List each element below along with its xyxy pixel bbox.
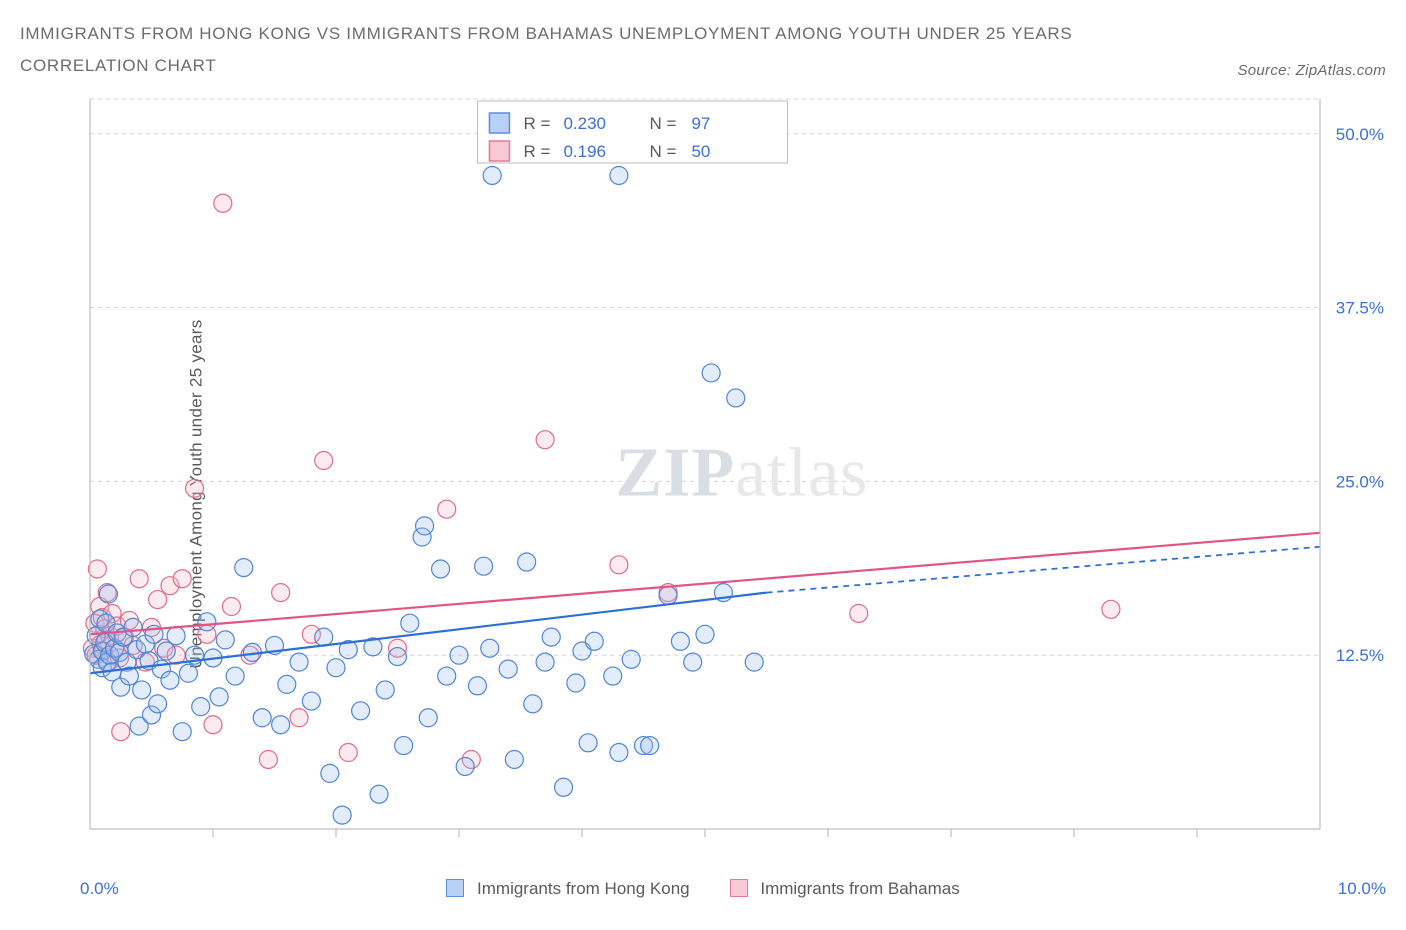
- svg-text:N =: N =: [649, 142, 676, 161]
- svg-text:ZIPatlas: ZIPatlas: [615, 434, 868, 511]
- svg-text:50: 50: [691, 142, 710, 161]
- title-line-1: IMMIGRANTS FROM HONG KONG VS IMMIGRANTS …: [20, 18, 1072, 50]
- title-block: IMMIGRANTS FROM HONG KONG VS IMMIGRANTS …: [20, 18, 1072, 83]
- legend-correlation: R = 0.230 N = 97 R = 0.196 N = 50: [477, 101, 787, 163]
- legend-label-bahamas: Immigrants from Bahamas: [760, 879, 959, 898]
- svg-text:25.0%: 25.0%: [1336, 472, 1384, 491]
- legend-series: Immigrants from Hong Kong Immigrants fro…: [20, 879, 1386, 899]
- legend-item-hongkong: Immigrants from Hong Kong: [446, 879, 689, 899]
- legend-item-bahamas: Immigrants from Bahamas: [730, 879, 960, 899]
- svg-text:0.230: 0.230: [563, 114, 606, 133]
- title-line-2: CORRELATION CHART: [20, 50, 1072, 82]
- svg-text:0.196: 0.196: [563, 142, 606, 161]
- chart-header: IMMIGRANTS FROM HONG KONG VS IMMIGRANTS …: [20, 18, 1386, 83]
- watermark: ZIPatlas: [615, 434, 868, 511]
- legend-swatch-hongkong: [446, 879, 464, 897]
- chart-area: Unemployment Among Youth under 25 years …: [20, 89, 1386, 899]
- source-attribution: Source: ZipAtlas.com: [1237, 62, 1386, 83]
- legend-swatch-bahamas: [730, 879, 748, 897]
- svg-text:R =: R =: [523, 142, 550, 161]
- svg-text:50.0%: 50.0%: [1336, 124, 1384, 143]
- legend-label-hongkong: Immigrants from Hong Kong: [477, 879, 690, 898]
- svg-text:37.5%: 37.5%: [1336, 298, 1384, 317]
- svg-text:R =: R =: [523, 114, 550, 133]
- svg-text:12.5%: 12.5%: [1336, 646, 1384, 665]
- scatter-plot: ZIPatlas 12.5% 25.0% 37.5% 50.0% R = 0.230 N …: [80, 89, 1390, 869]
- svg-text:N =: N =: [649, 114, 676, 133]
- y-tick-labels: 12.5% 25.0% 37.5% 50.0%: [1336, 124, 1384, 664]
- svg-text:97: 97: [691, 114, 710, 133]
- regression-lines: [90, 532, 1320, 672]
